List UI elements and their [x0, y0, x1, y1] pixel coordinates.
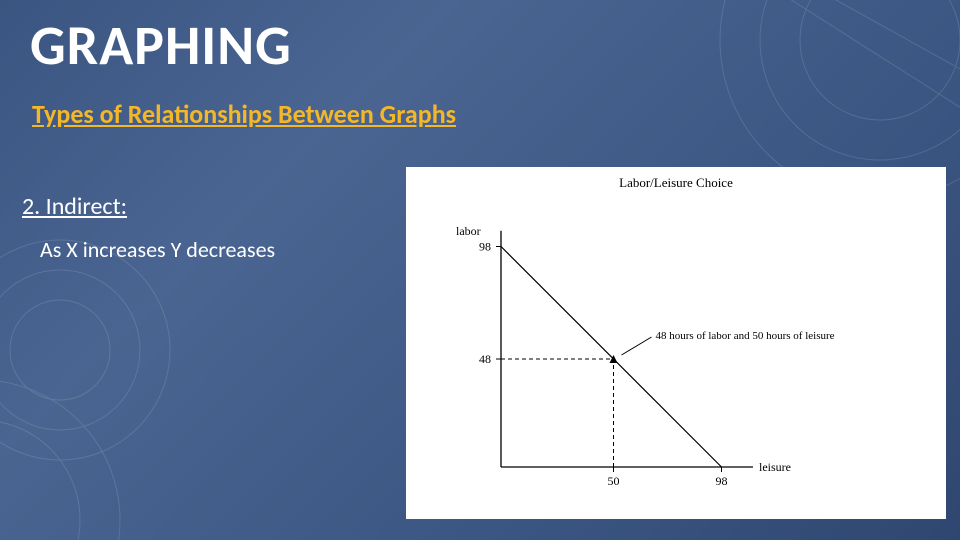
- bullet-heading: 2. Indirect:: [22, 192, 127, 221]
- svg-text:50: 50: [608, 474, 620, 488]
- slide-title: GRAPHING: [30, 12, 292, 80]
- svg-text:48 hours of labor and 50 hours: 48 hours of labor and 50 hours of leisur…: [656, 330, 835, 342]
- chart-container: Labor/Leisure Choice labor leisure 48 98 50 98…: [406, 167, 946, 519]
- svg-text:98: 98: [479, 240, 491, 254]
- slide: GRAPHING Types of Relationships Between …: [0, 0, 960, 540]
- svg-text:48: 48: [479, 352, 491, 366]
- svg-text:labor: labor: [456, 224, 481, 238]
- svg-text:Labor/Leisure Choice: Labor/Leisure Choice: [619, 175, 733, 190]
- bullet-body: As X increases Y decreases: [40, 236, 275, 263]
- labor-leisure-chart: Labor/Leisure Choice labor leisure 48 98 50 98…: [406, 167, 946, 519]
- svg-text:98: 98: [716, 474, 728, 488]
- slide-subtitle: Types of Relationships Between Graphs: [32, 98, 456, 130]
- svg-text:leisure: leisure: [759, 460, 791, 474]
